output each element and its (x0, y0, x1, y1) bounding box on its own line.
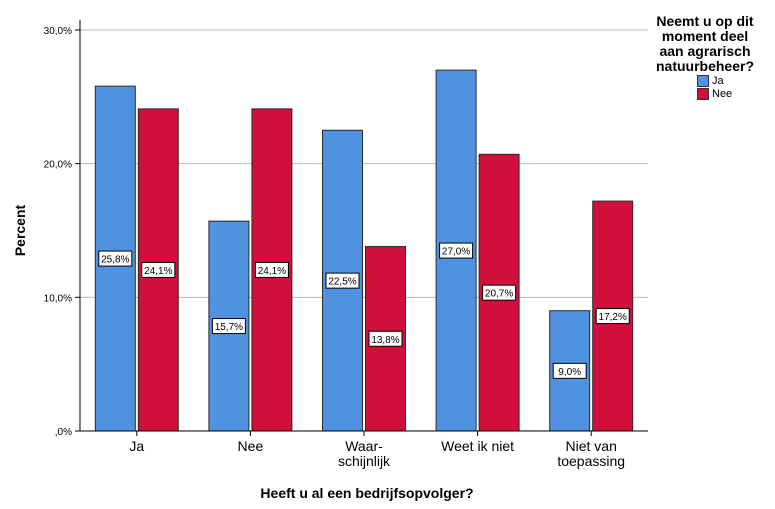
legend-label-ja: Ja (712, 75, 724, 87)
x-axis-title: Heeft u al een bedrijfsopvolger? (260, 485, 473, 501)
y-tick-label: ,0% (55, 427, 72, 438)
data-label-box (552, 362, 587, 379)
data-label-box (211, 318, 246, 335)
data-label-box (98, 250, 133, 267)
data-label: 24,1% (258, 266, 286, 277)
data-label-box (439, 242, 474, 259)
data-label-box (482, 284, 517, 301)
legend: Neemt u op dit moment deel aan agrarisch… (640, 14, 775, 100)
legend-title: Neemt u op dit moment deel aan agrarisch… (655, 13, 754, 74)
legend-swatch-nee (697, 88, 709, 100)
data-label: 9,0% (558, 367, 581, 378)
x-tick-label: Niet van toepassing (557, 438, 625, 469)
legend-label-nee: Nee (712, 88, 733, 100)
data-label-box (595, 308, 630, 325)
x-tick-label: Nee (238, 438, 264, 454)
x-tick-label: Waar-schijnlijk (338, 438, 391, 469)
legend-item-ja: Ja (697, 75, 775, 87)
data-label: 22,5% (328, 277, 356, 288)
legend-item-nee: Nee (697, 88, 775, 100)
x-tick-label: Weet ik niet (441, 438, 514, 454)
data-label: 15,7% (215, 322, 243, 333)
x-tick-label: Ja (129, 438, 144, 454)
y-tick-label: 10,0% (44, 293, 72, 304)
data-label: 27,0% (442, 247, 470, 258)
data-label-box (141, 261, 176, 278)
data-label-box (368, 330, 403, 347)
y-tick-label: 30,0% (44, 26, 72, 37)
data-label: 17,2% (599, 312, 627, 323)
y-axis-title: Percent (12, 204, 28, 256)
data-label: 13,8% (371, 335, 399, 346)
data-label-box (254, 261, 289, 278)
legend-swatch-ja (697, 75, 709, 87)
data-label: 20,7% (485, 289, 513, 300)
data-label: 24,1% (144, 266, 172, 277)
y-tick-label: 20,0% (44, 160, 72, 171)
data-label-box (325, 272, 360, 289)
data-label: 25,8% (101, 255, 129, 266)
